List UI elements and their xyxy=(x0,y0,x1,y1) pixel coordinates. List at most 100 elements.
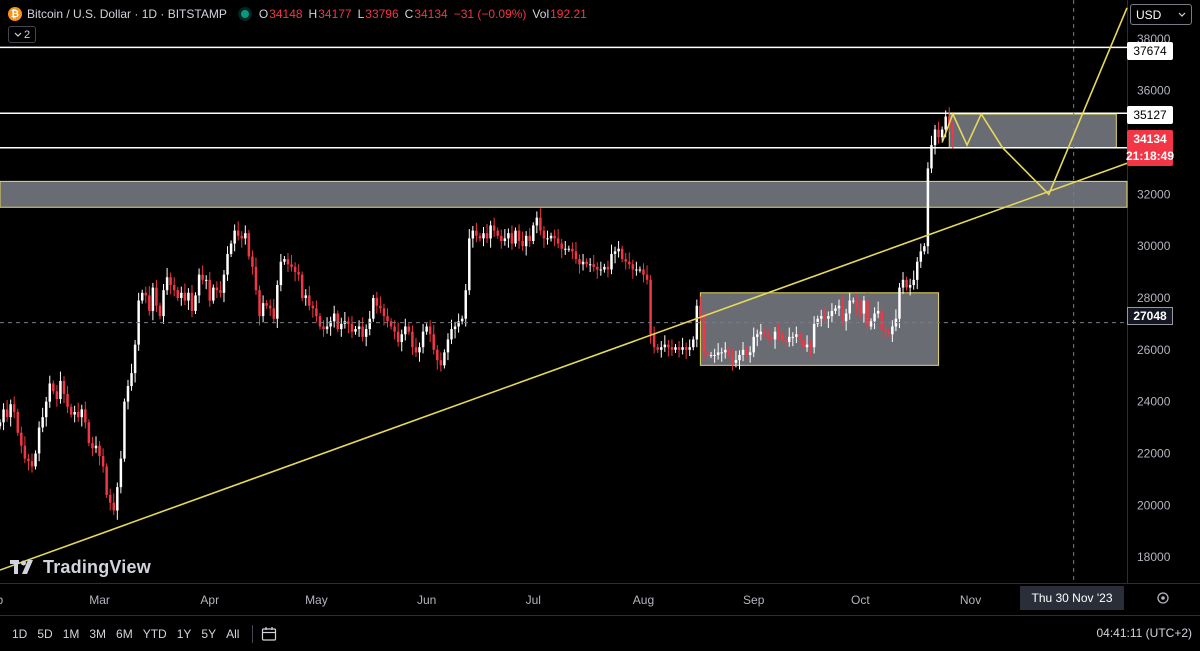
candle-body xyxy=(919,251,923,262)
candle-body xyxy=(649,279,652,335)
candle-body xyxy=(375,297,379,306)
candle-body xyxy=(69,406,73,415)
time-tick-label: Sep xyxy=(743,593,765,607)
candle-body xyxy=(407,326,411,332)
low-label: L xyxy=(357,7,365,21)
high-label: H xyxy=(308,7,318,21)
market-status-icon xyxy=(240,10,249,18)
candle-body xyxy=(372,297,375,319)
range-3m-button[interactable]: 3M xyxy=(89,626,107,641)
candle-body xyxy=(94,445,98,449)
range-5d-button[interactable]: 5D xyxy=(37,626,53,641)
candle-body xyxy=(620,248,624,260)
candle-body xyxy=(642,269,645,275)
time-tick-label: eb xyxy=(0,593,3,607)
candle-body xyxy=(261,303,265,317)
candle-body xyxy=(709,354,713,356)
candle-body xyxy=(2,409,5,423)
candle-body xyxy=(645,274,649,280)
candle-body xyxy=(84,409,87,423)
candle-body xyxy=(905,279,908,288)
candle-body xyxy=(770,336,773,340)
time-tick-label: Mar xyxy=(89,593,110,607)
candle-body xyxy=(894,318,898,327)
candle-body xyxy=(428,326,432,335)
candle-body xyxy=(123,401,126,459)
tradingview-logo-icon xyxy=(10,560,33,574)
candle-body xyxy=(165,277,169,291)
candle-body xyxy=(197,274,201,296)
candle-body xyxy=(521,240,524,247)
candle-body xyxy=(204,279,208,281)
candle-body xyxy=(926,168,930,247)
range-1m-button[interactable]: 1M xyxy=(62,626,80,641)
levels-layer xyxy=(0,46,1127,149)
candle-body xyxy=(496,230,499,236)
time-tick-label: Jun xyxy=(417,593,436,607)
candle-body xyxy=(677,347,681,350)
candle-body xyxy=(446,339,450,353)
range-all-button[interactable]: All xyxy=(226,626,240,641)
candle-body xyxy=(272,308,275,319)
candle-body xyxy=(834,308,837,311)
range-6m-button[interactable]: 6M xyxy=(116,626,133,641)
candle-body xyxy=(279,261,283,286)
candle-body xyxy=(752,336,755,353)
candle-body xyxy=(844,313,848,322)
candle-body xyxy=(194,295,197,311)
candle-body xyxy=(517,230,521,241)
candle-body xyxy=(837,305,841,309)
close-value: 34134 xyxy=(414,7,448,21)
gear-icon[interactable] xyxy=(1154,589,1172,607)
time-tick-label: Nov xyxy=(960,593,981,607)
candle-body xyxy=(670,347,674,350)
candle-body xyxy=(421,331,425,348)
price-tick-label: 36000 xyxy=(1137,84,1171,98)
bar-countdown: 21:18:49 xyxy=(1125,149,1175,163)
candle-body xyxy=(567,248,571,250)
candle-body xyxy=(393,326,396,332)
candle-body xyxy=(549,235,553,239)
time-tick-label: Jul xyxy=(526,593,541,607)
candle-body xyxy=(592,264,595,267)
timezone-clock[interactable]: 04:41:11 (UTC+2) xyxy=(1096,626,1193,640)
range-ytd-button[interactable]: YTD xyxy=(142,626,167,641)
currency-select[interactable]: USD xyxy=(1130,4,1192,25)
candle-body xyxy=(439,360,443,366)
candle-body xyxy=(315,308,318,317)
range-1d-button[interactable]: 1D xyxy=(12,626,28,641)
candle-body xyxy=(361,326,364,337)
candle-body xyxy=(485,233,489,239)
candle-body xyxy=(12,404,16,412)
candle-body xyxy=(866,300,869,327)
candle-body xyxy=(244,233,247,239)
calendar-icon[interactable] xyxy=(261,626,277,642)
candle-body xyxy=(791,336,795,338)
candle-body xyxy=(389,321,393,327)
trendline xyxy=(0,162,1128,571)
candle-body xyxy=(852,300,855,302)
time-tick-label: Aug xyxy=(633,593,654,607)
candle-body xyxy=(226,253,229,275)
candle-body xyxy=(674,347,677,350)
candle-body xyxy=(535,217,539,226)
range-1y-button[interactable]: 1Y xyxy=(176,626,192,641)
candle-body xyxy=(268,305,272,309)
candle-body xyxy=(453,326,457,330)
candle-body xyxy=(574,251,578,260)
candle-body xyxy=(766,334,770,337)
candle-body xyxy=(716,352,720,355)
candle-body xyxy=(304,295,307,298)
symbol-title[interactable]: Bitcoin / U.S. Dollar · 1D · BITSTAMP xyxy=(27,7,227,21)
indicators-toggle-button[interactable]: 2 xyxy=(8,26,36,43)
candle-body xyxy=(169,277,172,286)
candle-body xyxy=(105,466,108,495)
candle-body xyxy=(286,259,290,265)
candle-body xyxy=(500,235,503,241)
candle-body xyxy=(482,233,485,239)
last-price-value: 34134 xyxy=(1133,132,1167,146)
candle-body xyxy=(684,347,688,350)
range-5y-button[interactable]: 5Y xyxy=(201,626,217,641)
candle-body xyxy=(59,380,62,400)
